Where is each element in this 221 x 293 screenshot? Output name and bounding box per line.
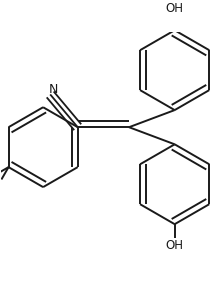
Text: OH: OH: [166, 2, 184, 15]
Text: OH: OH: [166, 239, 184, 252]
Text: N: N: [48, 83, 58, 96]
